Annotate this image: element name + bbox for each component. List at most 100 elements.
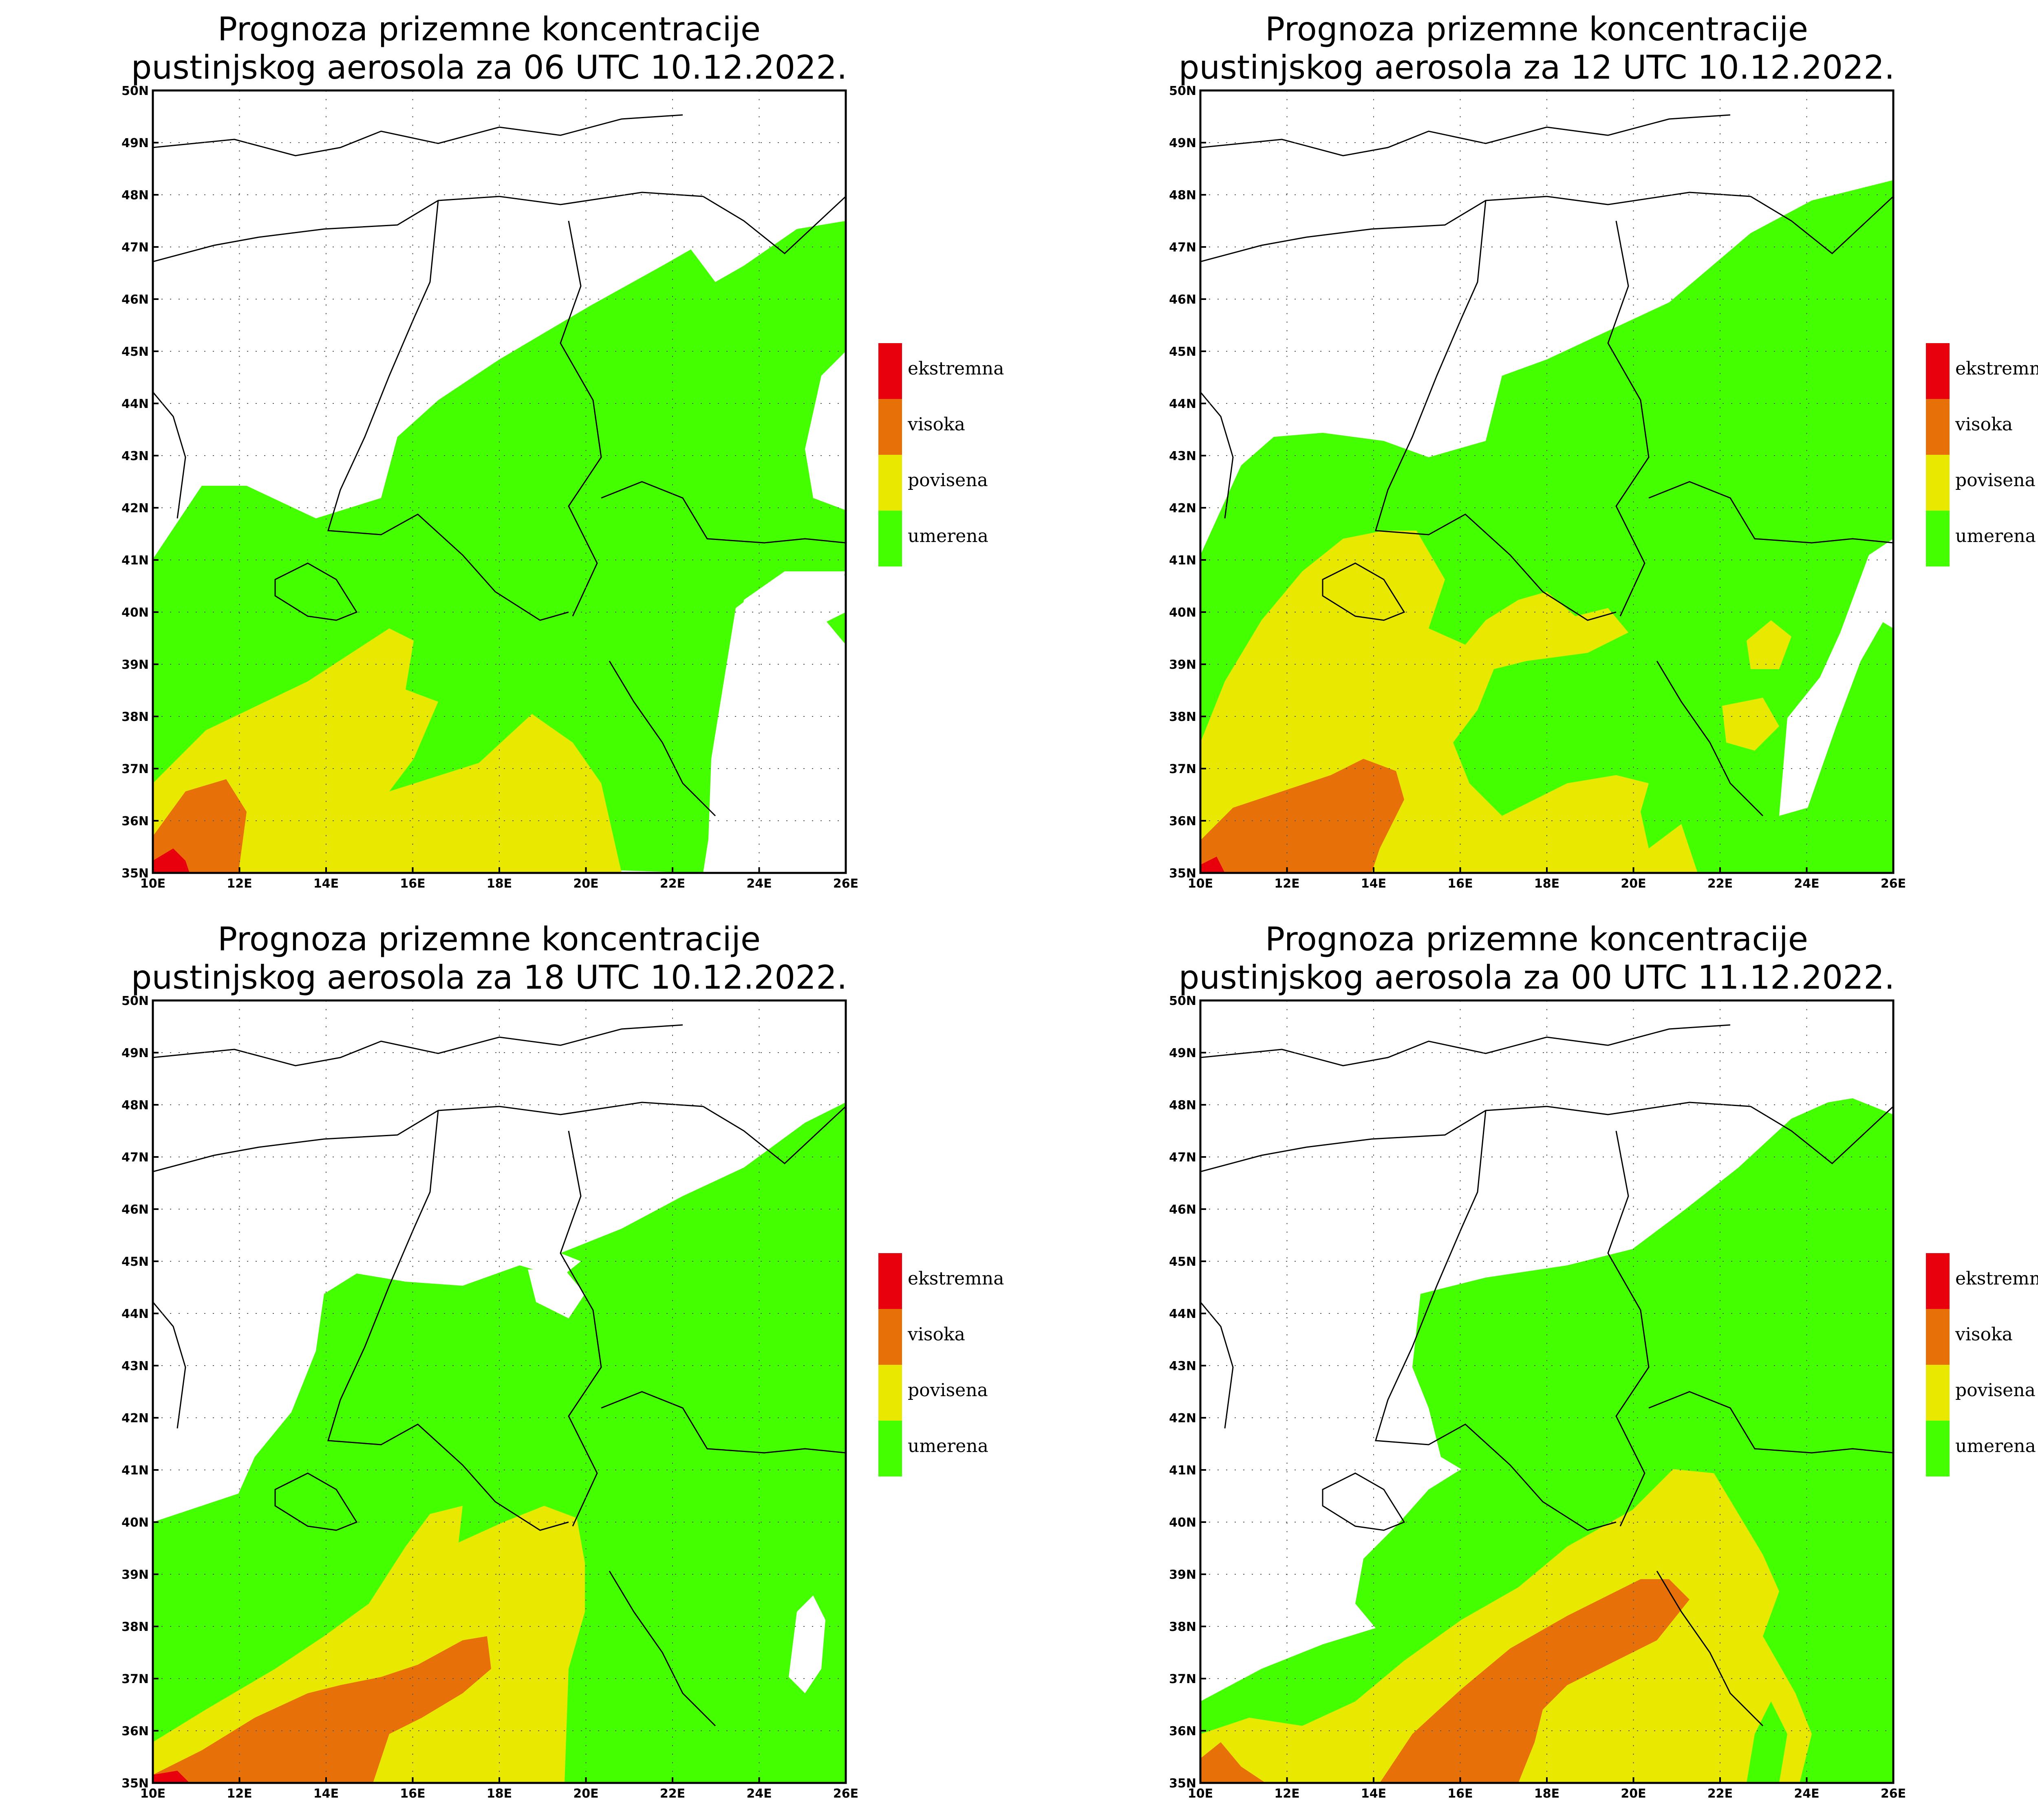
legend-label-ekstremna: ekstremna (908, 358, 1004, 379)
lon-tick-label: 16E (400, 877, 425, 891)
legend-label-povisena: povisena (1955, 470, 2036, 491)
forecast-map: 35N 36N 37N 38N 39N 40N 41N 42N 43N 44N 45N 46N 47N 4… (1169, 84, 1906, 891)
white-pocket-northeast (805, 351, 846, 510)
lon-tick-label: 18E (487, 1787, 512, 1801)
lon-tick-label: 20E (573, 1787, 598, 1801)
lat-tick-label: 36N (1169, 814, 1196, 828)
lat-tick-label: 41N (1169, 1463, 1196, 1478)
lat-tick-label: 42N (1169, 501, 1196, 516)
lon-tick-label: 26E (1881, 1787, 1906, 1801)
legend-swatch-ekstremna (878, 343, 902, 399)
povisena-area (1200, 1469, 1812, 1783)
white-pocket-east (707, 571, 846, 873)
panel-title-line1: Prognoza prizemne koncentracije (217, 920, 761, 958)
lat-tick-label: 50N (121, 994, 149, 1008)
povisena-area (153, 628, 622, 873)
lon-tick-label: 14E (313, 877, 339, 891)
lat-tick-label: 43N (1169, 449, 1196, 463)
lat-tick-label: 35N (121, 1776, 149, 1791)
lon-axis: 10E 12E 14E 16E 18E 20E 22E 24E 26E (1188, 867, 1906, 891)
lat-tick-label: 39N (1169, 1568, 1196, 1582)
lon-tick-label: 16E (1447, 1787, 1473, 1801)
visoka-area (153, 1636, 491, 1783)
legend-swatch-ekstremna (878, 1253, 902, 1309)
ekstremna-area (153, 1771, 190, 1783)
border-lines (1200, 1024, 1893, 1727)
legend-swatch-umerena (1926, 1421, 1950, 1476)
lat-tick-label: 49N (1169, 136, 1196, 150)
lat-tick-label: 37N (121, 1672, 149, 1686)
lat-axis: 35N 36N 37N 38N 39N 40N 41N 42N 43N 44N 45N 46N 47N 4… (1169, 994, 1206, 1791)
lat-tick-label: 48N (121, 188, 149, 203)
lat-tick-label: 42N (1169, 1411, 1196, 1426)
lat-tick-label: 40N (121, 1516, 149, 1530)
legend-label-umerena: umerena (1955, 1436, 2036, 1456)
visoka-area-main (1380, 1579, 1690, 1783)
lat-tick-label: 50N (1169, 994, 1196, 1008)
legend-label-ekstremna: ekstremna (908, 1268, 1004, 1289)
lat-tick-label: 44N (1169, 397, 1196, 411)
forecast-map: 35N 36N 37N 38N 39N 40N 41N 42N 43N 44N 45N 46N 47N 4… (1169, 994, 1906, 1801)
legend-label-umerena: umerena (908, 526, 988, 546)
lat-tick-label: 36N (121, 1724, 149, 1738)
visoka-area (1200, 759, 1404, 873)
panel-title-line1: Prognoza prizemne koncentracije (217, 10, 761, 48)
lat-tick-label: 44N (121, 1307, 149, 1321)
lat-tick-label: 47N (1169, 1150, 1196, 1165)
lon-tick-label: 14E (1361, 1787, 1386, 1801)
legend-label-povisena: povisena (908, 470, 988, 491)
white-pocket-east (1779, 539, 1893, 816)
legend-label-umerena: umerena (1955, 526, 2036, 546)
lon-tick-label: 18E (487, 877, 512, 891)
legend-swatch-visoka (878, 1309, 902, 1365)
lon-tick-label: 24E (746, 877, 772, 891)
panel-title-line2: pustinjskog aerosola za 18 UTC 10.12.202… (131, 958, 847, 996)
legend-swatch-umerena (1926, 511, 1950, 566)
panel-title: Prognoza prizemne koncentracije pustinjs… (1149, 10, 1924, 87)
legend-swatch-povisena (878, 455, 902, 511)
lon-tick-label: 10E (140, 1787, 165, 1801)
lat-tick-label: 49N (121, 136, 149, 150)
lat-tick-label: 48N (121, 1098, 149, 1113)
lat-tick-label: 37N (1169, 762, 1196, 776)
lon-tick-label: 14E (313, 1787, 339, 1801)
lat-tick-label: 43N (121, 449, 149, 463)
ekstremna-area (1200, 857, 1225, 873)
lon-tick-label: 20E (1621, 877, 1646, 891)
legend-swatch-ekstremna (1926, 1253, 1950, 1309)
lat-tick-label: 45N (1169, 345, 1196, 359)
lat-tick-label: 35N (1169, 1776, 1196, 1791)
lat-tick-label: 47N (1169, 240, 1196, 255)
legend-swatch-povisena (1926, 1365, 1950, 1421)
lat-axis: 35N 36N 37N 38N 39N 40N 41N 42N 43N 44N 45N 46N 47N 4… (121, 84, 159, 881)
legend-swatch-umerena (878, 1421, 902, 1476)
panel-title-line1: Prognoza prizemne koncentracije (1265, 10, 1809, 48)
lat-tick-label: 46N (121, 1203, 149, 1217)
lat-tick-label: 39N (1169, 658, 1196, 672)
lon-tick-label: 14E (1361, 877, 1386, 891)
lon-tick-label: 18E (1534, 877, 1559, 891)
legend-label-umerena: umerena (908, 1436, 988, 1456)
lat-tick-label: 41N (121, 1463, 149, 1478)
border-lines (153, 114, 846, 817)
lat-tick-label: 36N (1169, 1724, 1196, 1738)
legend-label-visoka: visoka (1955, 414, 2013, 435)
lat-tick-label: 49N (121, 1046, 149, 1060)
ekstremna-area (153, 848, 190, 873)
legend-swatch-ekstremna (1926, 343, 1950, 399)
lat-tick-label: 38N (121, 710, 149, 724)
lat-tick-label: 43N (1169, 1359, 1196, 1373)
lat-tick-label: 48N (1169, 1098, 1196, 1113)
lon-tick-label: 10E (1188, 1787, 1213, 1801)
panel-title: Prognoza prizemne koncentracije pustinjs… (102, 920, 876, 997)
lat-tick-label: 44N (1169, 1307, 1196, 1321)
lon-tick-label: 22E (660, 877, 685, 891)
panel-title-line2: pustinjskog aerosola za 12 UTC 10.12.202… (1178, 48, 1895, 86)
legend-label-visoka: visoka (908, 414, 965, 435)
legend-label-povisena: povisena (1955, 1380, 2036, 1401)
lat-tick-label: 41N (1169, 553, 1196, 568)
povisena-spot-1 (1747, 620, 1791, 669)
lat-tick-label: 38N (1169, 1620, 1196, 1634)
legend-label-visoka: visoka (1955, 1324, 2013, 1345)
lat-tick-label: 35N (1169, 866, 1196, 881)
